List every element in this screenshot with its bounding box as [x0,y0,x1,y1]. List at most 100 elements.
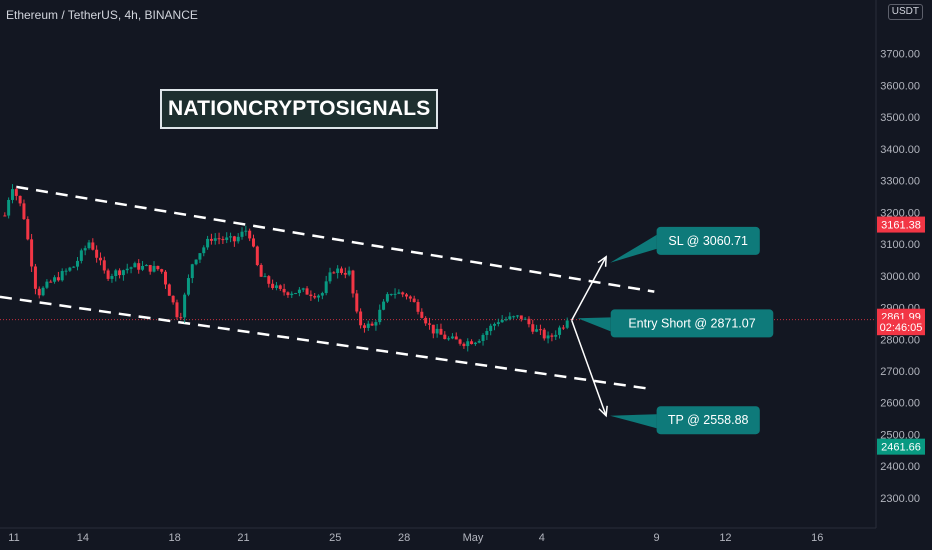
callout-pointer [610,234,657,263]
candle-body [450,336,454,339]
candle-body [565,320,569,328]
symbol-title[interactable]: Ethereum / TetherUS, 4h, BINANCE [6,8,198,22]
candle-body [45,281,49,288]
candle-body [278,285,282,289]
candle-body [164,271,168,285]
y-tick-label: 2400.00 [880,461,920,473]
candle-body [171,295,175,303]
candle-body [125,268,129,271]
candle-body [18,195,22,204]
candle-body [347,270,351,275]
candle-body [328,272,332,282]
callout-box [610,309,774,338]
candle-body [244,230,248,232]
x-tick-label: 12 [719,532,731,544]
candle-body [229,236,233,238]
y-tick-label: 2800.00 [880,334,920,346]
candle-body [317,295,321,298]
candle-body [56,277,60,281]
candle-body [320,293,324,296]
y-tick-label: 3500.00 [880,112,920,124]
channel-upper-line [16,185,655,293]
candle-body [366,323,370,328]
candle-body [466,341,470,347]
currency-badge[interactable]: USDT [887,4,923,20]
candle-body [550,335,554,337]
candle-body [443,334,447,340]
candle-body [546,335,550,339]
candle-body [259,265,263,277]
candle-body [512,316,516,318]
candle-body [106,270,110,279]
candle-body [251,238,255,247]
candle-body [240,231,244,237]
candle-body [535,329,539,332]
candle-body [148,265,152,272]
candle-body [190,264,194,279]
candle-body [133,263,137,268]
x-tick-label: May [463,532,484,544]
callout-pointer [610,414,657,429]
candle-body [72,266,76,268]
candle-body [221,239,225,241]
candle-body [37,288,41,296]
candle-body [447,338,451,340]
y-tick-label: 3200.00 [880,207,920,219]
candle-body [290,293,294,296]
candle-body [294,293,298,295]
channel-lower-line [0,295,648,390]
candle-body [408,296,412,299]
candle-body [225,237,229,240]
candle-body [462,343,466,347]
candle-body [255,246,259,266]
candle-body [217,238,221,240]
candle-body [129,267,133,269]
candle-body [519,315,523,319]
y-tick-label: 3700.00 [880,49,920,61]
candle-body [110,276,114,279]
candle-body [370,323,374,326]
candle-body [137,263,141,270]
watermark-logo: NATIONCRYPTOSIGNALS [160,89,439,129]
candle-body [3,215,7,217]
candle-body [374,322,378,326]
candle-body [144,265,148,267]
y-tick-label: 2700.00 [880,366,920,378]
candle-body [558,327,562,335]
candle-body [156,265,160,270]
callout-box [656,226,760,255]
candle-body [121,270,125,276]
y-tick-label: 2600.00 [880,398,920,410]
candle-body [167,284,171,296]
price-label-bg [877,216,925,233]
candle-body [339,268,343,273]
callout-text: SL @ 3060.71 [668,234,748,248]
candle-body [561,327,565,329]
callout-text: TP @ 2558.88 [668,413,749,427]
candle-body [405,294,409,297]
candle-body [206,238,210,248]
candle-body [236,236,240,242]
candle-body [76,260,80,267]
price-label-text: 2461.66 [881,442,921,454]
candle-body [351,270,355,294]
trade-arrow-line [571,256,607,321]
callout-text: Entry Short @ 2871.07 [628,316,755,330]
candle-body [160,269,164,272]
candle-body [60,271,64,281]
candle-body [439,328,443,335]
y-tick-label: 3400.00 [880,144,920,156]
candle-body [79,250,83,261]
candle-body [202,247,206,254]
candle-body [98,257,102,261]
candle-body [496,322,500,324]
x-tick-label: 4 [539,532,545,544]
x-tick-label: 21 [237,532,249,544]
candle-body [83,248,87,251]
candle-body [49,281,53,283]
candle-body [68,267,72,271]
candle-body [213,238,217,241]
y-tick-label: 2500.00 [880,429,920,441]
candle-body [175,302,179,318]
